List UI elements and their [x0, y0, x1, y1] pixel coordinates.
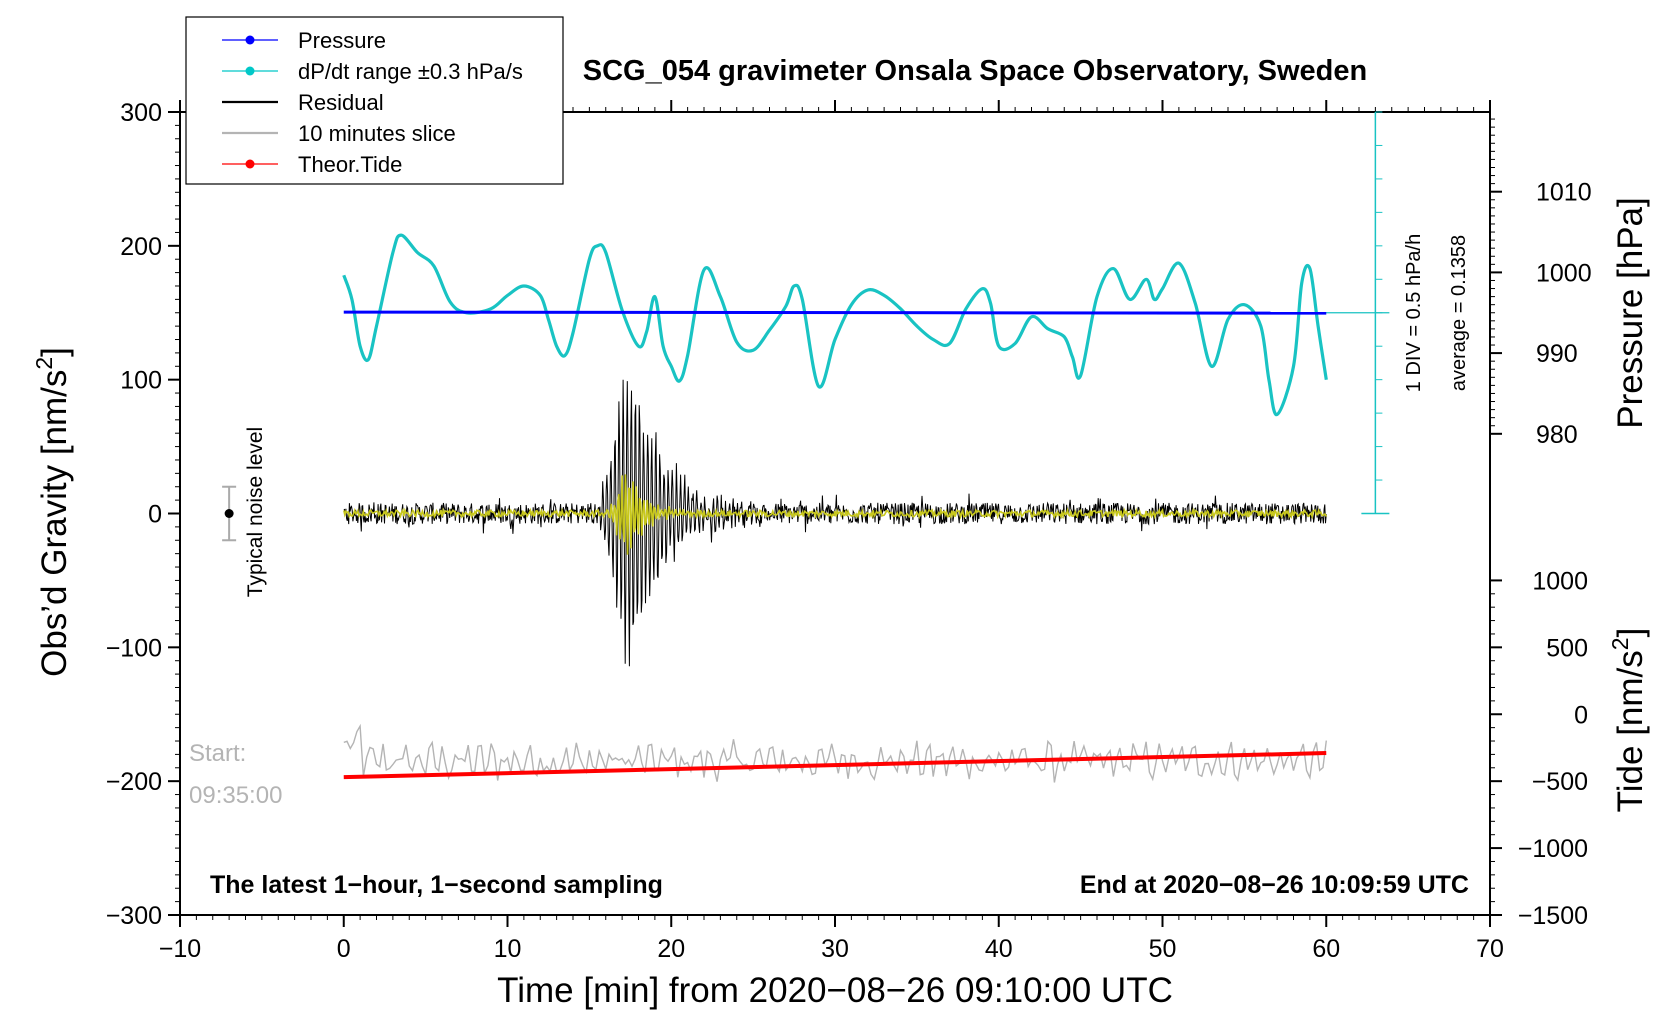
- y-tick-label: −300: [106, 902, 162, 930]
- y-axis-left-label-main: Obs’d Gravity [nm/s: [35, 370, 74, 677]
- legend-label: Residual: [298, 90, 384, 115]
- chart-title: SCG_054 gravimeter Onsala Space Observat…: [583, 55, 1367, 87]
- pressure-tick-label: 1010: [1536, 179, 1592, 207]
- noise-level-label: Typical noise level: [244, 427, 267, 597]
- tide-tick-label: 1000: [1532, 567, 1588, 595]
- y-tick-label: −200: [106, 768, 162, 796]
- series-layer: [222, 233, 1328, 783]
- tide-tick-label: −1000: [1518, 835, 1588, 863]
- legend-marker: [245, 159, 255, 169]
- y-tick-label: −100: [106, 634, 162, 662]
- legend-label: 10 minutes slice: [298, 121, 456, 146]
- tide-axis-label-main: Tide [nm/s: [1611, 650, 1650, 812]
- y-tick-label: 100: [120, 367, 162, 395]
- dpdt-div-label: 1 DIV = 0.5 hPa/h: [1403, 234, 1425, 392]
- x-tick-label: 0: [337, 935, 351, 963]
- dpdt-axis: [1318, 111, 1390, 515]
- tide-axis-label: Tide [nm/s2]: [1607, 628, 1650, 813]
- legend-marker: [245, 66, 255, 76]
- legend-box: [185, 16, 564, 185]
- tide-tick-label: −1500: [1518, 902, 1588, 930]
- y-axis-left-label-sup: 2: [31, 357, 57, 370]
- series-pressure-line: [343, 310, 1327, 315]
- y-tick-label: 200: [120, 233, 162, 261]
- start-label: Start:: [189, 740, 246, 767]
- x-tick-label: 40: [985, 935, 1013, 963]
- series-filtered-line: [343, 474, 1328, 555]
- legend-label: Theor.Tide: [298, 152, 402, 177]
- start-time: 09:35:00: [189, 782, 282, 809]
- tide-tick-label: 500: [1546, 634, 1588, 662]
- noise-bar-dot: [224, 509, 234, 518]
- pressure-tick-label: 990: [1536, 340, 1578, 368]
- x-axis: −10 0 10 20 30 40 50 60 70: [159, 100, 1504, 963]
- series-tide-line: [343, 751, 1327, 780]
- x-tick-label: 10: [494, 935, 522, 963]
- bottom-right-caption: End at 2020−08−26 10:09:59 UTC: [1080, 871, 1469, 899]
- tide-axis: −1500 −1000 −500 0 500 1000: [1490, 567, 1588, 930]
- x-axis-label: Time [min] from 2020−08−26 09:10:00 UTC: [497, 971, 1173, 1010]
- legend: Pressure dP/dt range ±0.3 hPa/s Residual 10…: [185, 16, 564, 185]
- series-dpdt-line: [342, 233, 1328, 417]
- legend-marker: [245, 35, 255, 45]
- x-tick-label: −10: [159, 935, 201, 963]
- x-tick-label: 70: [1476, 935, 1504, 963]
- x-tick-label: 60: [1312, 935, 1340, 963]
- series-slice-line: [343, 723, 1327, 783]
- bottom-left-caption: The latest 1−hour, 1−second sampling: [210, 871, 663, 899]
- tide-axis-label-close: ]: [1611, 628, 1650, 638]
- dpdt-average-label: average = 0.1358: [1448, 235, 1470, 391]
- pressure-tick-label: 1000: [1536, 259, 1592, 287]
- legend-label: dP/dt range ±0.3 hPa/s: [298, 59, 523, 84]
- x-tick-label: 20: [657, 935, 685, 963]
- tide-tick-label: −500: [1532, 768, 1588, 796]
- x-tick-label: 30: [821, 935, 849, 963]
- y-axis-left-label-close: ]: [35, 347, 74, 357]
- y-tick-label: 300: [120, 99, 162, 127]
- tide-tick-label: 0: [1574, 701, 1588, 729]
- y-axis-left: −300 −200 −100 0 100 200 300: [106, 99, 180, 930]
- tide-axis-label-sup: 2: [1607, 637, 1633, 650]
- pressure-axis-label: Pressure [hPa]: [1611, 197, 1650, 429]
- legend-label: Pressure: [298, 28, 386, 53]
- x-tick-label: 50: [1149, 935, 1177, 963]
- pressure-axis: 980 990 1000 1010: [1490, 118, 1592, 449]
- y-axis-left-label: Obs’d Gravity [nm/s2]: [31, 347, 74, 677]
- y-tick-label: 0: [148, 501, 162, 529]
- pressure-tick-label: 980: [1536, 421, 1578, 449]
